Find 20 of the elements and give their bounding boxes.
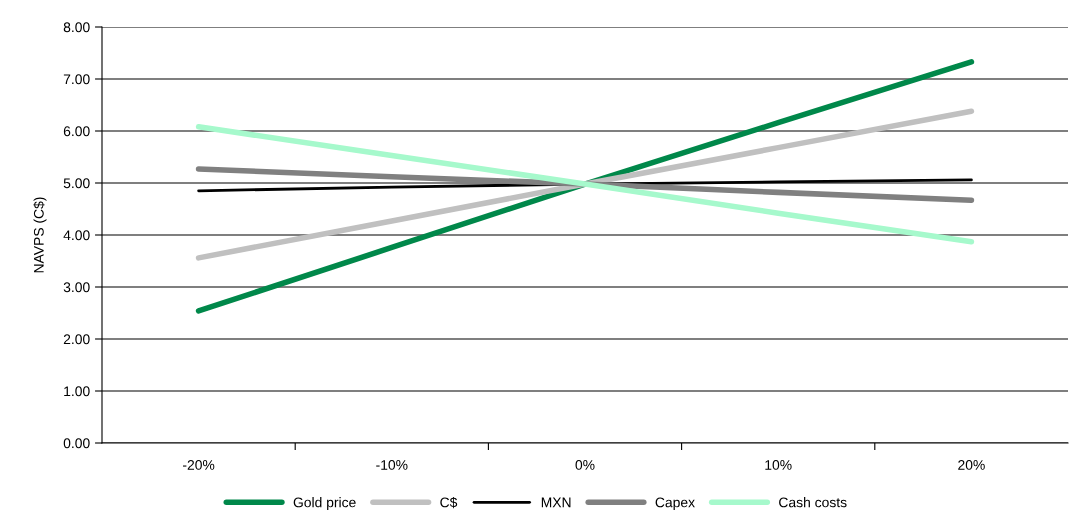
y-tick-label: 5.00 [63,178,90,189]
legend-label: C$ [440,496,458,509]
y-tick-label: 0.00 [63,438,90,449]
y-tick-label: 1.00 [64,386,90,397]
y-tick-label: 8.00 [63,22,90,33]
y-axis-title: NAVPS (C$) [33,197,47,273]
legend-label: Gold price [293,497,356,511]
y-tick-label: 2.00 [63,334,90,345]
legend-label: Cash costs [779,497,847,508]
x-tick-label: 20% [958,460,985,470]
legend-label: Capex [655,497,695,511]
y-tick-label: 6.00 [63,126,90,137]
x-tick-label: 10% [765,460,792,470]
legend-label: MXN [541,497,571,508]
y-tick-label: 3.00 [63,282,90,293]
x-tick-label: -10% [376,460,408,470]
y-tick-label: 7.00 [63,74,90,85]
x-tick-label: -20% [183,460,215,470]
y-tick-label: 4.00 [63,230,90,241]
x-tick-label: 0% [575,460,595,470]
